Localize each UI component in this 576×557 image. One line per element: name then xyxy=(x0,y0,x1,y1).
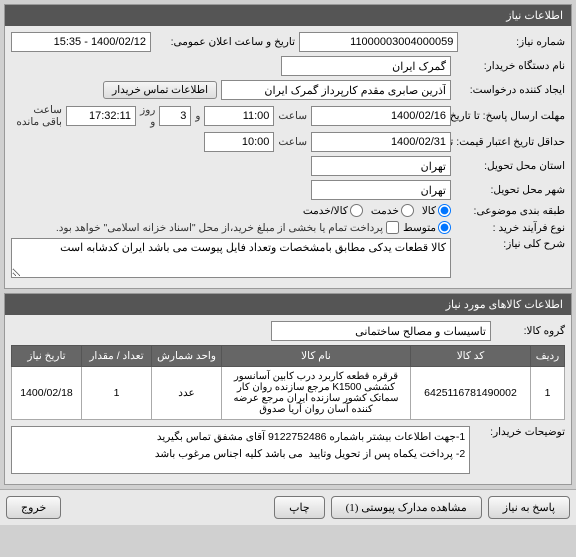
and-label: و xyxy=(195,110,200,122)
col-date: تاریخ نیاز xyxy=(12,346,82,367)
cell-date: 1400/02/18 xyxy=(12,367,82,420)
price-valid-label: حداقل تاریخ اعتبار قیمت: تا تاریخ: xyxy=(455,136,565,148)
price-hour-field xyxy=(204,132,274,152)
contact-buyer-button[interactable]: اطلاعات تماس خریدار xyxy=(103,81,217,99)
reply-button[interactable]: پاسخ به نیاز xyxy=(488,496,570,519)
buyer-notes-textarea[interactable]: 1-جهت اطلاعات بیشتر باشماره 9122752486 آ… xyxy=(11,426,470,474)
buyer-notes-label: توضیحات خریدار: xyxy=(474,426,565,438)
cell-name: قرقره قطعه کاربرد درب کابین آسانسور کششی… xyxy=(222,367,411,420)
print-button[interactable]: چاپ xyxy=(274,496,325,519)
deliver-city-field xyxy=(311,180,451,200)
proc-label: نوع فرآیند خرید : xyxy=(455,222,565,234)
proc-radio-group: متوسط xyxy=(403,221,451,234)
table-header-row: ردیف کد کالا نام کالا واحد شمارش تعداد /… xyxy=(12,346,565,367)
buyer-org-field xyxy=(281,56,451,76)
pub-date-field xyxy=(11,32,151,52)
col-name: نام کالا xyxy=(222,346,411,367)
group-label: گروه کالا: xyxy=(495,325,565,337)
deliver-city-label: شهر محل تحویل: xyxy=(455,184,565,196)
goods-header: اطلاعات کالاهای مورد نیاز xyxy=(5,294,571,315)
class-service-radio[interactable]: خدمت xyxy=(371,204,414,217)
goods-table: ردیف کد کالا نام کالا واحد شمارش تعداد /… xyxy=(11,345,565,420)
col-code: کد کالا xyxy=(411,346,531,367)
exit-button[interactable]: خروج xyxy=(6,496,61,519)
hour-label-2: ساعت xyxy=(278,136,307,148)
remain-time-field xyxy=(66,106,136,126)
group-field xyxy=(271,321,491,341)
class-both-radio[interactable]: کالا/خدمت xyxy=(303,204,363,217)
need-no-label: شماره نیاز: xyxy=(462,36,565,48)
bottom-toolbar: پاسخ به نیاز مشاهده مدارک پیوستی (1) چاپ… xyxy=(0,489,576,525)
pub-date-label: تاریخ و ساعت اعلان عمومی: xyxy=(155,36,295,48)
days-label: روز و xyxy=(140,104,155,128)
remain-label: ساعت باقی مانده xyxy=(11,104,62,128)
class-label: طبقه بندی موضوعی: xyxy=(455,205,565,217)
table-row: 1 6425116781490002 قرقره قطعه کاربرد درب… xyxy=(12,367,565,420)
reply-date-field xyxy=(311,106,451,126)
class-goods-radio[interactable]: کالا xyxy=(422,204,451,217)
col-unit: واحد شمارش xyxy=(152,346,222,367)
goods-body: گروه کالا: ردیف کد کالا نام کالا واحد شم… xyxy=(5,315,571,484)
need-no-field xyxy=(299,32,458,52)
reply-deadline-label: مهلت ارسال پاسخ: تا تاریخ: xyxy=(455,110,565,122)
reply-hour-field xyxy=(204,106,274,126)
deliver-prov-field xyxy=(311,156,451,176)
hour-label-1: ساعت xyxy=(278,110,307,122)
class-radio-group: کالا خدمت کالا/خدمت xyxy=(303,204,451,217)
deliver-prov-label: استان محل تحویل: xyxy=(455,160,565,172)
col-qty: تعداد / مقدار xyxy=(82,346,152,367)
goods-panel: اطلاعات کالاهای مورد نیاز گروه کالا: ردی… xyxy=(4,293,572,485)
cell-idx: 1 xyxy=(531,367,565,420)
creator-field xyxy=(221,80,451,100)
summary-textarea[interactable]: کالا قطعات یدکی مطابق بامشخصات وتعداد فا… xyxy=(11,238,451,278)
need-info-panel: اطلاعات نیاز شماره نیاز: تاریخ و ساعت اع… xyxy=(4,4,572,289)
cell-unit: عدد xyxy=(152,367,222,420)
buyer-org-label: نام دستگاه خریدار: xyxy=(455,60,565,72)
need-info-body: شماره نیاز: تاریخ و ساعت اعلان عمومی: نا… xyxy=(5,26,571,288)
creator-label: ایجاد کننده درخواست: xyxy=(455,84,565,96)
proc-mid-radio[interactable]: متوسط xyxy=(403,221,451,234)
cell-code: 6425116781490002 xyxy=(411,367,531,420)
attachments-button[interactable]: مشاهده مدارک پیوستی (1) xyxy=(331,496,482,519)
cell-qty: 1 xyxy=(82,367,152,420)
need-info-header: اطلاعات نیاز xyxy=(5,5,571,26)
summary-label: شرح کلی نیاز: xyxy=(455,238,565,250)
treasury-checkbox[interactable]: پرداخت تمام یا بخشی از مبلغ خرید،از محل … xyxy=(56,221,399,234)
col-idx: ردیف xyxy=(531,346,565,367)
price-date-field xyxy=(311,132,451,152)
days-field xyxy=(159,106,191,126)
